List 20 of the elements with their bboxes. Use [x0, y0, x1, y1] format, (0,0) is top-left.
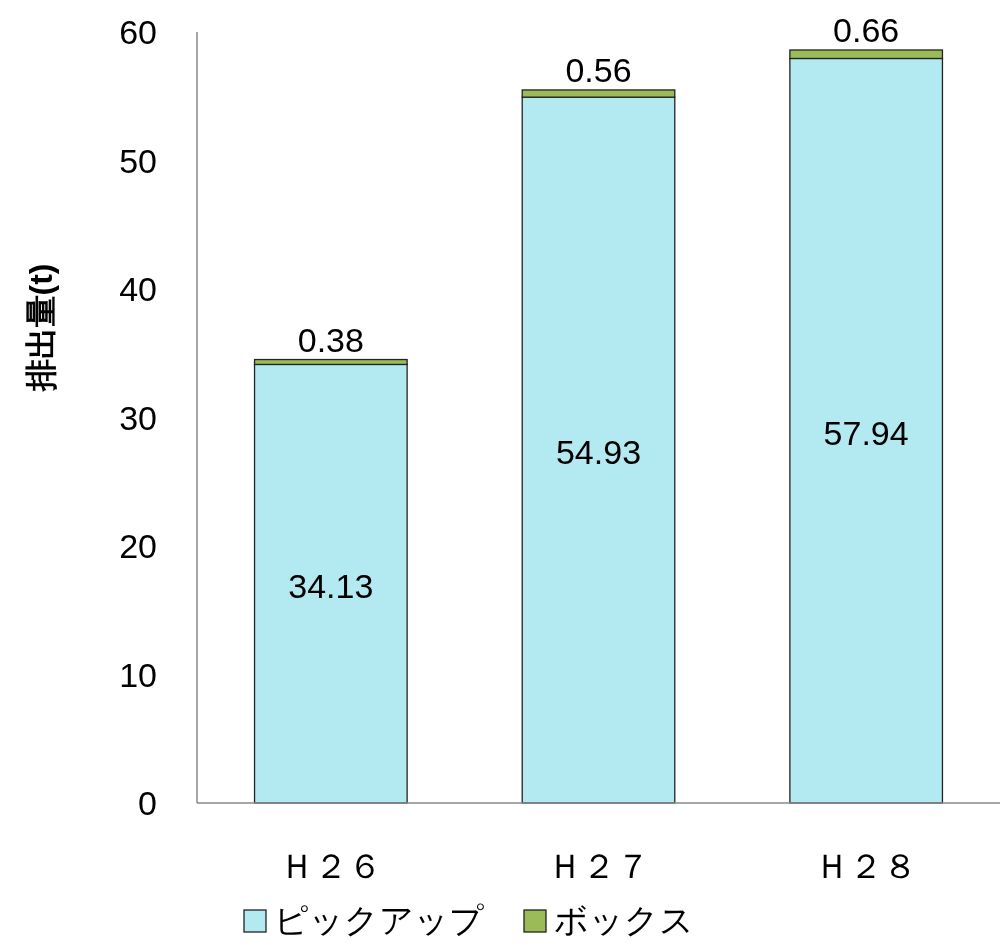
y-tick-label: 50 [119, 141, 157, 180]
data-label: 0.38 [297, 320, 364, 359]
legend-label: ピックアップ [274, 901, 484, 939]
data-label: 0.66 [833, 10, 900, 49]
data-label: 34.13 [288, 566, 374, 605]
legend-label: ボックス [554, 901, 694, 939]
y-tick-label: 40 [119, 270, 157, 308]
data-label: 54.93 [555, 433, 642, 472]
y-tick-label: 20 [119, 527, 157, 565]
data-label: 57.94 [823, 413, 909, 452]
x-tick-label: Ｈ２６ [279, 847, 382, 885]
data-label: 0.56 [565, 50, 632, 89]
x-tick-label: Ｈ２８ [815, 847, 918, 885]
y-tick-label: 0 [138, 784, 157, 822]
y-tick-label: 10 [119, 655, 157, 694]
bar [253, 363, 408, 804]
y-tick-label: 30 [119, 398, 157, 437]
y-tick-label: 60 [119, 13, 157, 51]
y-axis-title: 排出量(t) [23, 263, 59, 393]
x-tick-label: Ｈ２７ [547, 847, 650, 885]
